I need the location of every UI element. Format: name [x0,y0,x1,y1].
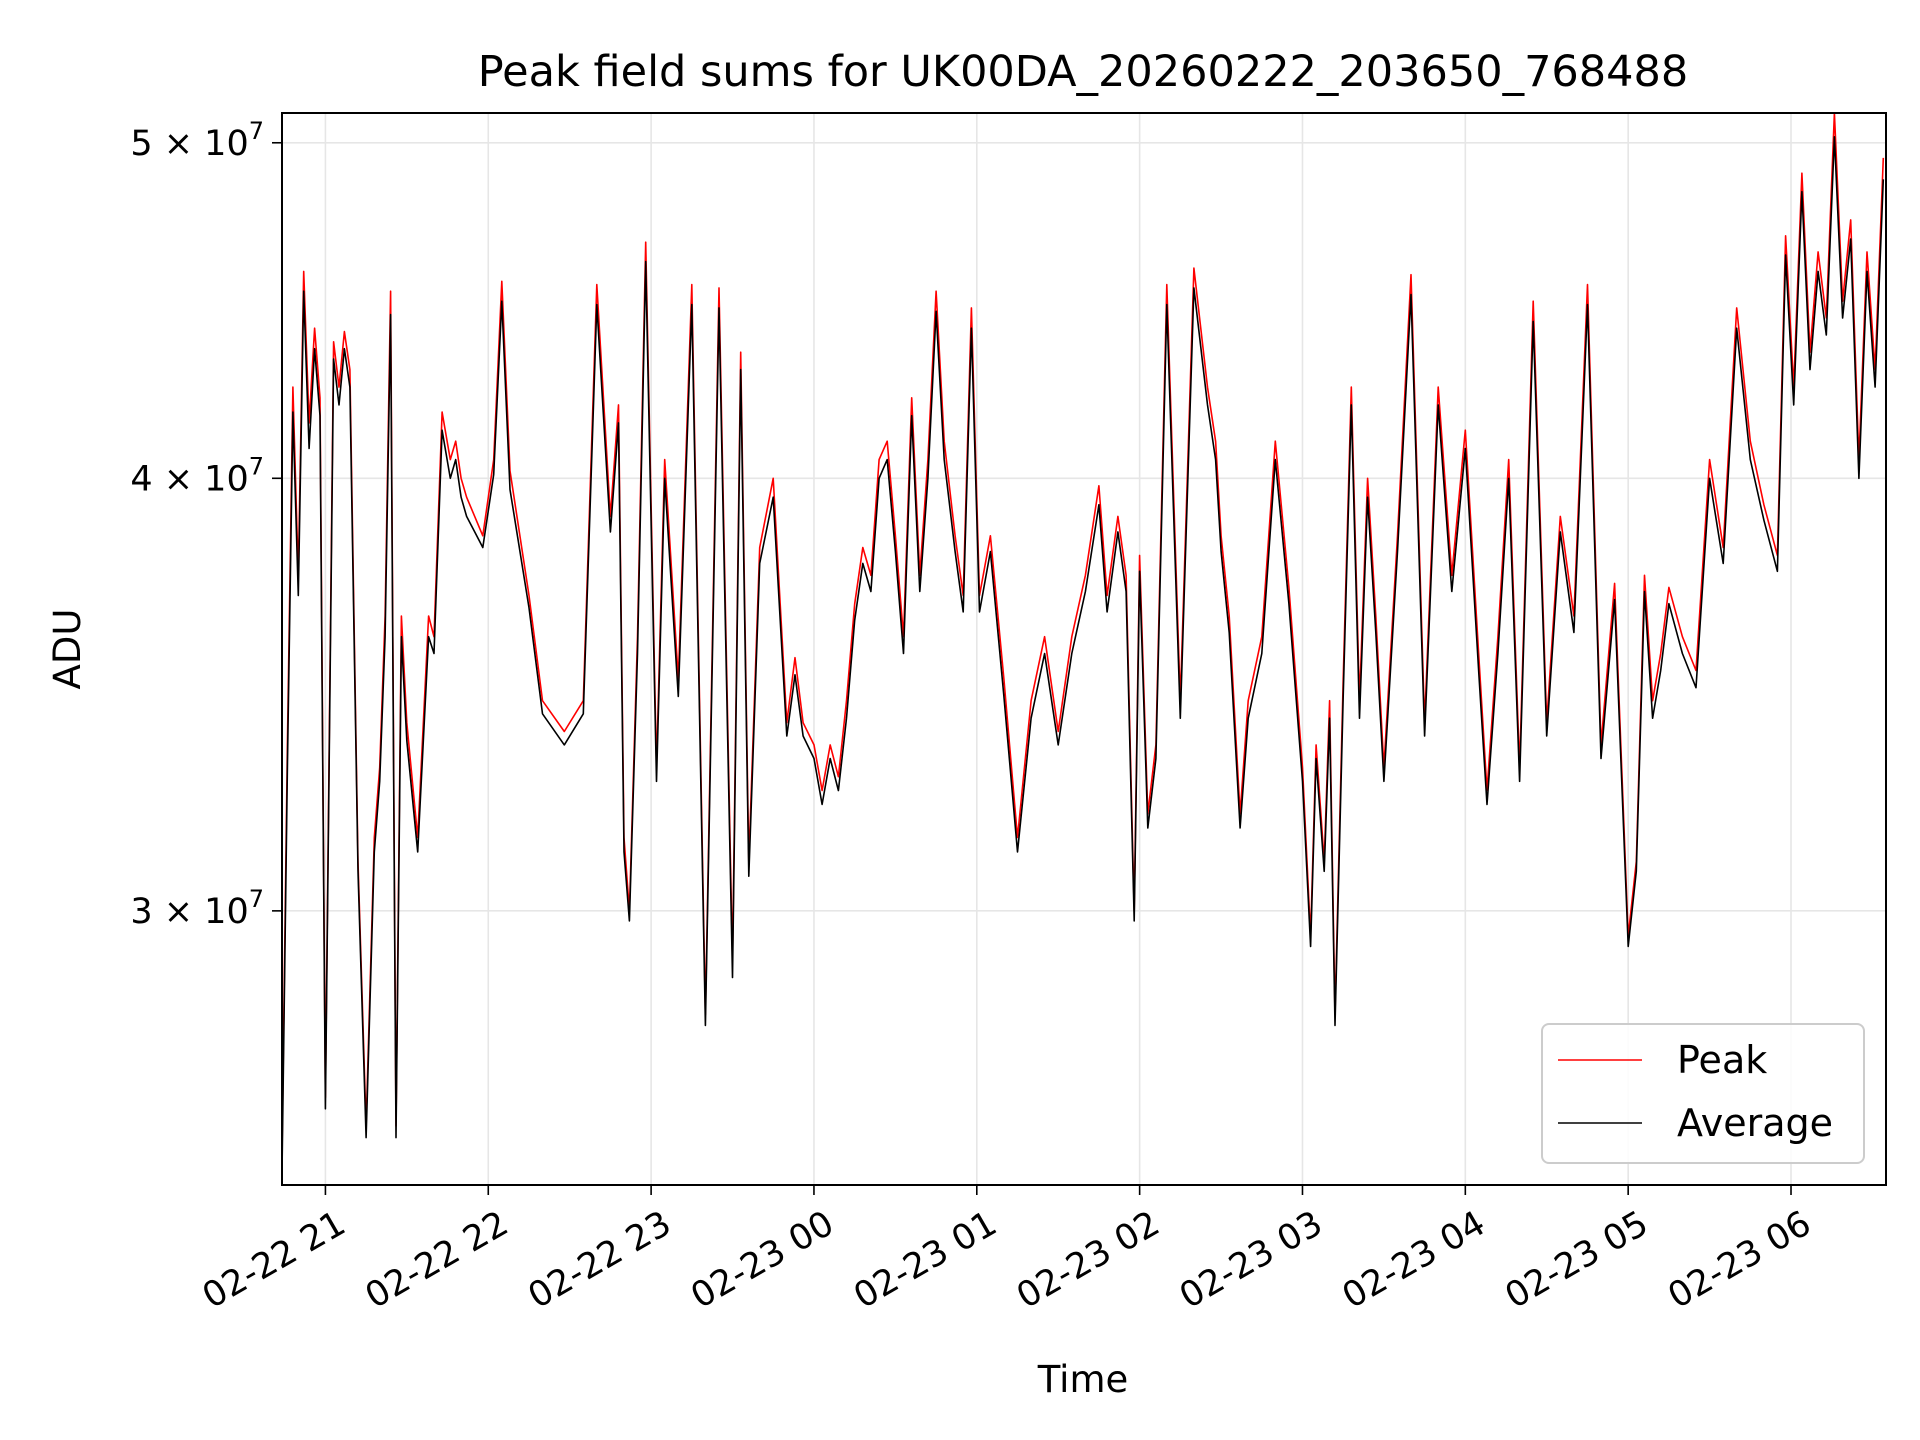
y-tick-times-ten: × 10 [153,459,249,499]
y-tick-times-ten: × 10 [153,892,249,932]
x-axis-label: Time [1037,1358,1129,1401]
y-axis-label: ADU [46,609,89,690]
y-tick-label: 3 × 107 [130,885,264,932]
y-tick-label: 4 × 107 [130,452,264,499]
y-tick-mantissa: 4 [130,459,152,499]
y-tick-exponent: 7 [249,117,264,145]
y-tick-times-ten: × 10 [153,124,249,164]
series-line-peak [282,113,1885,1156]
legend-box [1541,1023,1865,1164]
chart-title: Peak field sums for UK00DA_20260222_2036… [478,47,1688,97]
plot-series [282,113,1885,1174]
legend-label-average: Average [1677,1101,1833,1145]
y-tick-mantissa: 3 [130,892,152,932]
legend: Peak Average [1541,1023,1865,1164]
plot-frame [281,112,1887,1186]
y-tick-label: 5 × 107 [130,117,264,164]
series-line-average [282,136,1885,1174]
y-tick-exponent: 7 [249,885,264,913]
y-tick-exponent: 7 [249,452,264,480]
y-tick-mantissa: 5 [130,124,152,164]
grid-lines [282,113,1886,1185]
legend-label-peak: Peak [1677,1038,1767,1082]
